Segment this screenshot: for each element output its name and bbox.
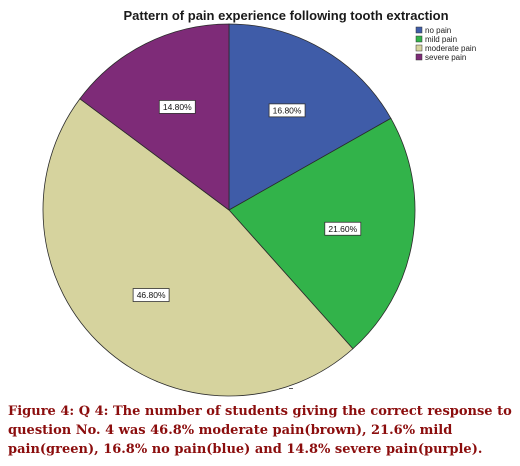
legend-swatch [415,53,423,61]
slice-value-label: 46.80% [132,288,170,302]
slice-value-box [132,288,170,302]
slice-value-label: 14.80% [158,100,196,114]
legend-item-moderate-pain: moderate pain [415,44,476,53]
pie-slice-severe-pain [79,23,230,211]
slice-value-box [158,100,196,114]
legend-swatch [415,44,423,52]
pie-slice-no-pain [228,23,392,211]
legend-label: mild pain [425,35,457,44]
legend-label: no pain [425,26,451,35]
figure-caption: Figure 4: Q 4: The number of students gi… [8,404,512,457]
legend-swatch [415,26,423,34]
legend-label: moderate pain [425,44,476,53]
legend-item-no-pain: no pain [415,26,451,35]
pie-slices [42,23,416,397]
legend-item-severe-pain: severe pain [415,53,466,62]
slice-value-box [324,221,362,236]
slice-value-text: 21.60% [328,224,357,234]
slice-value-text: 46.80% [137,290,166,300]
pie-slice-mild-pain [228,117,416,350]
pie-slice-moderate-pain [42,98,354,397]
slice-value-text: 14.80% [163,102,192,112]
axis-tick-mark [289,388,293,389]
legend-item-mild-pain: mild pain [415,35,457,44]
slice-labels: 16.80% 21.60% 46.80% 14.80% [132,100,362,302]
pie-chart: Pattern of pain experience following too… [42,8,476,397]
slice-value-text: 16.80% [273,105,302,115]
slice-value-box [268,103,306,118]
legend-swatch [415,35,423,43]
legend-label: severe pain [425,53,466,62]
slice-value-label: 21.60% [324,221,362,236]
slice-value-label: 16.80% [268,103,306,118]
chart-title: Pattern of pain experience following too… [123,8,448,23]
